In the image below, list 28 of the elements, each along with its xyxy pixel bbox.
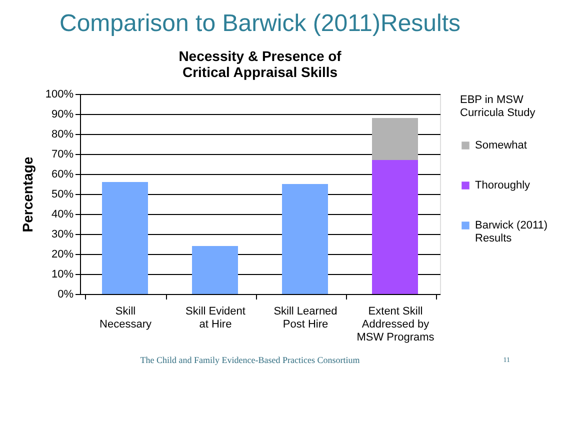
bar — [372, 118, 418, 160]
x-tick-label: Skill Learned Post Hire — [274, 306, 338, 330]
y-tick-label: 0% — [58, 288, 74, 300]
bar — [102, 182, 148, 294]
bar — [372, 160, 418, 294]
legend-label: Somewhat — [475, 140, 527, 152]
legend-label: Thoroughly — [475, 180, 531, 192]
y-tick-label: 10% — [51, 268, 74, 280]
y-tick-label: 40% — [51, 208, 74, 220]
chart-title: Comparison to Barwick (2011)Results — [59, 10, 461, 37]
bar — [282, 184, 328, 294]
bar — [192, 246, 238, 294]
y-tick-label: 50% — [51, 188, 74, 200]
y-tick-label: 100% — [45, 88, 74, 100]
x-tick-label: Extent Skill Addressed by MSW Programs — [356, 306, 435, 344]
legend-title: EBP in MSW Curricula Study — [460, 94, 536, 119]
x-tick-label: Skill Evident at Hire — [186, 306, 246, 330]
text: The Child and Family Evidence-Based Practices Consortium — [140, 355, 360, 365]
x-tick-label: Skill Necessary — [100, 306, 152, 330]
y-tick-label: 90% — [51, 108, 74, 120]
y-tick-label: 80% — [51, 128, 74, 140]
chart-subtitle: Necessity & Presence of Critical Appraisal Skills — [178, 48, 342, 80]
y-tick-label: 70% — [51, 148, 74, 160]
y-tick-label: 60% — [51, 168, 74, 180]
y-axis-title: Percentage — [19, 156, 36, 232]
y-tick-label: 30% — [51, 228, 74, 240]
y-tick-label: 20% — [51, 248, 74, 260]
legend-label: Barwick (2011) Results — [475, 220, 548, 244]
